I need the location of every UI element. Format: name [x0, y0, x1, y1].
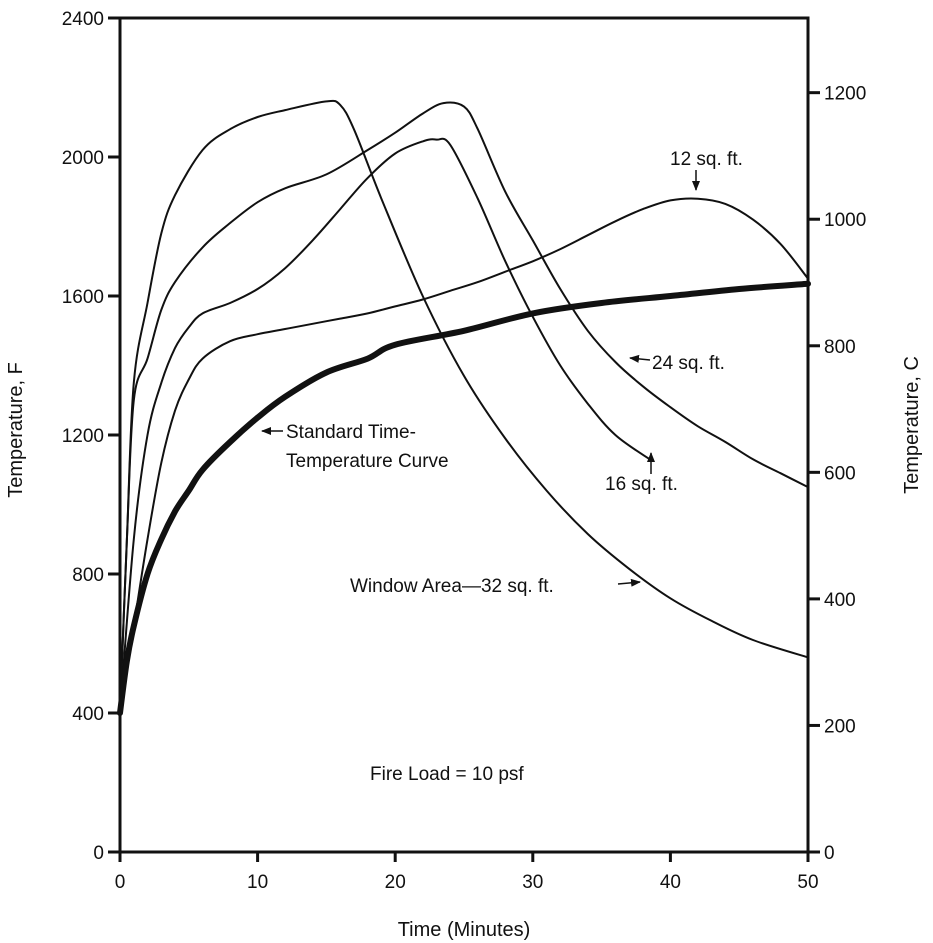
annotation-24sqft: 24 sq. ft.: [629, 353, 725, 374]
x-axis-title: Time (Minutes): [398, 919, 531, 941]
series-12sqft-line: [119, 197, 809, 714]
x-tick-label: 20: [385, 872, 406, 893]
annotation-16sqft-label: 16 sq. ft.: [605, 474, 678, 495]
x-tick-label: 30: [522, 872, 543, 893]
x-tick-label: 10: [247, 872, 268, 893]
annotation-standard-curve: Standard Time- Temperature Curve: [261, 422, 449, 472]
annotation-32sqft: Window Area—32 sq. ft.: [350, 576, 641, 597]
annotation-16sqft: 16 sq. ft.: [605, 452, 678, 495]
annotation-32sqft-arrow: [617, 578, 641, 587]
series-16sqft-line: [119, 137, 651, 714]
series-24sqft-line: [119, 101, 809, 714]
y-tick-label-left: 400: [72, 704, 104, 725]
x-tick-label: 40: [660, 872, 681, 893]
annotation-standard-curve-label-line2: Temperature Curve: [286, 451, 449, 472]
y-tick-label-right: 1000: [824, 210, 866, 231]
y-tick-label-right: 200: [824, 716, 856, 737]
y-tick-label-left: 800: [72, 565, 104, 586]
annotation-fire-load: Fire Load = 10 psf: [370, 764, 524, 785]
plot-frame: [118, 16, 810, 854]
annotation-24sqft-arrow: [629, 354, 651, 363]
y-tick-label-left: 1200: [62, 426, 104, 447]
y-tick-label-left: 2400: [62, 9, 104, 30]
y-tick-label-left: 0: [93, 843, 104, 864]
y-tick-label-right: 600: [824, 463, 856, 484]
ticks-layer: 0 10 20 30 40 50 0 400 800 1200 1600 2000 2400 0 200 40…: [62, 9, 867, 893]
annotation-24sqft-label: 24 sq. ft.: [652, 353, 725, 374]
annotation-12sqft: 12 sq. ft.: [670, 149, 743, 191]
series-32sqft-line: [119, 99, 809, 714]
annotation-standard-curve-label-line1: Standard Time-: [286, 422, 416, 443]
y-tick-label-right: 400: [824, 590, 856, 611]
y-tick-label-right: 0: [824, 843, 835, 864]
annotation-32sqft-label: Window Area—32 sq. ft.: [350, 576, 554, 597]
y-axis-title-left: Temperature, F: [5, 362, 27, 498]
y-tick-label-left: 1600: [62, 287, 104, 308]
x-tick-label: 0: [115, 872, 126, 893]
x-tick-label: 50: [797, 872, 818, 893]
y-tick-label-right: 800: [824, 337, 856, 358]
annotation-12sqft-label: 12 sq. ft.: [670, 149, 743, 170]
y-tick-label-right: 1200: [824, 84, 866, 105]
series-layer: [117, 99, 811, 716]
series-standard-curve-line: [117, 280, 811, 716]
y-tick-label-left: 2000: [62, 148, 104, 169]
y-axis-title-right: Temperature, C: [901, 356, 923, 494]
